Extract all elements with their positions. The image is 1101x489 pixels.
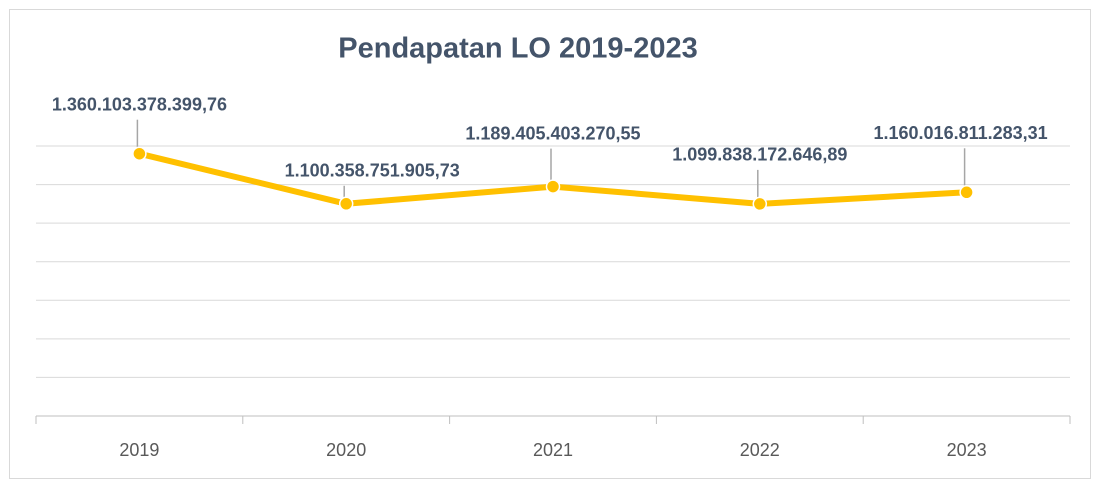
marker: [545, 179, 561, 194]
marker: [338, 196, 354, 212]
chart-border: [9, 9, 1091, 479]
x-tick-label: 2022: [740, 440, 780, 460]
marker: [959, 185, 974, 200]
x-tick-label: 2021: [533, 440, 573, 460]
data-label: 1.099.838.172.646,89: [672, 145, 847, 165]
chart-title: Pendapatan LO 2019-2023: [338, 33, 697, 65]
data-label: 1.100.358.751.905,73: [285, 161, 460, 181]
data-label: 1.189.405.403.270,55: [465, 123, 640, 143]
x-tick-label: 2019: [119, 440, 159, 460]
data-label: 1.360.103.378.399,76: [52, 94, 227, 114]
x-tick-label: 2020: [326, 440, 366, 460]
marker: [752, 196, 768, 212]
data-label: 1.160.016.811.283,31: [874, 123, 1048, 143]
marker: [132, 146, 147, 161]
x-tick-label: 2023: [947, 440, 987, 460]
